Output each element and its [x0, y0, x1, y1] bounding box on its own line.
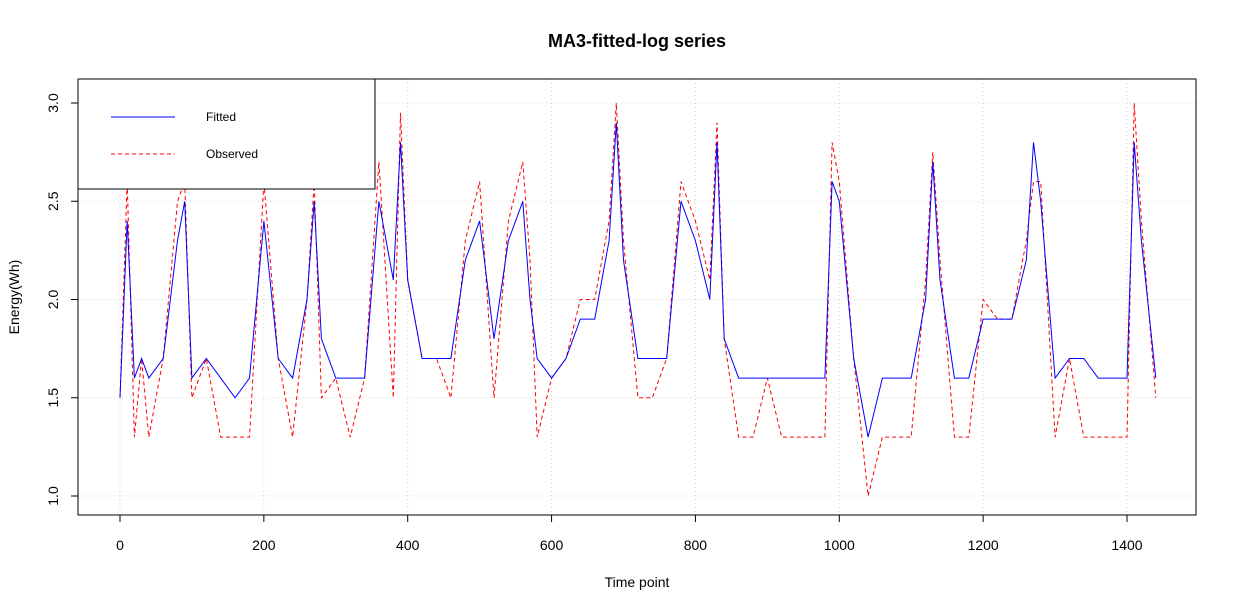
y-axis: 1.0 1.5 2.0 2.5 3.0: [45, 93, 79, 506]
legend-label-observed: Observed: [206, 147, 258, 161]
y-axis-title: Energy(Wh): [6, 260, 22, 335]
series-layer: [119, 102, 1157, 497]
x-axis: 0 200 400 600 800 1000 1200 1400: [116, 514, 1143, 553]
x-tick-label: 1000: [824, 537, 855, 553]
legend-label-fitted: Fitted: [206, 110, 236, 124]
x-tick-label: 1400: [1111, 537, 1142, 553]
y-tick-label: 1.0: [45, 486, 61, 506]
x-tick-label: 800: [684, 537, 708, 553]
y-tick-label: 2.5: [45, 191, 61, 211]
x-tick-label: 0: [116, 537, 124, 553]
x-tick-label: 600: [540, 537, 564, 553]
y-tick-label: 1.5: [45, 388, 61, 408]
x-tick-label: 1200: [968, 537, 999, 553]
chart-title: MA3-fitted-log series: [548, 31, 726, 51]
x-tick-label: 400: [396, 537, 420, 553]
y-tick-label: 3.0: [45, 93, 61, 113]
legend: Fitted Observed: [77, 78, 376, 190]
x-axis-title: Time point: [605, 574, 670, 590]
y-tick-label: 2.0: [45, 290, 61, 310]
legend-box: [77, 78, 376, 190]
x-tick-label: 200: [252, 537, 276, 553]
series-line-fitted: [119, 122, 1157, 438]
